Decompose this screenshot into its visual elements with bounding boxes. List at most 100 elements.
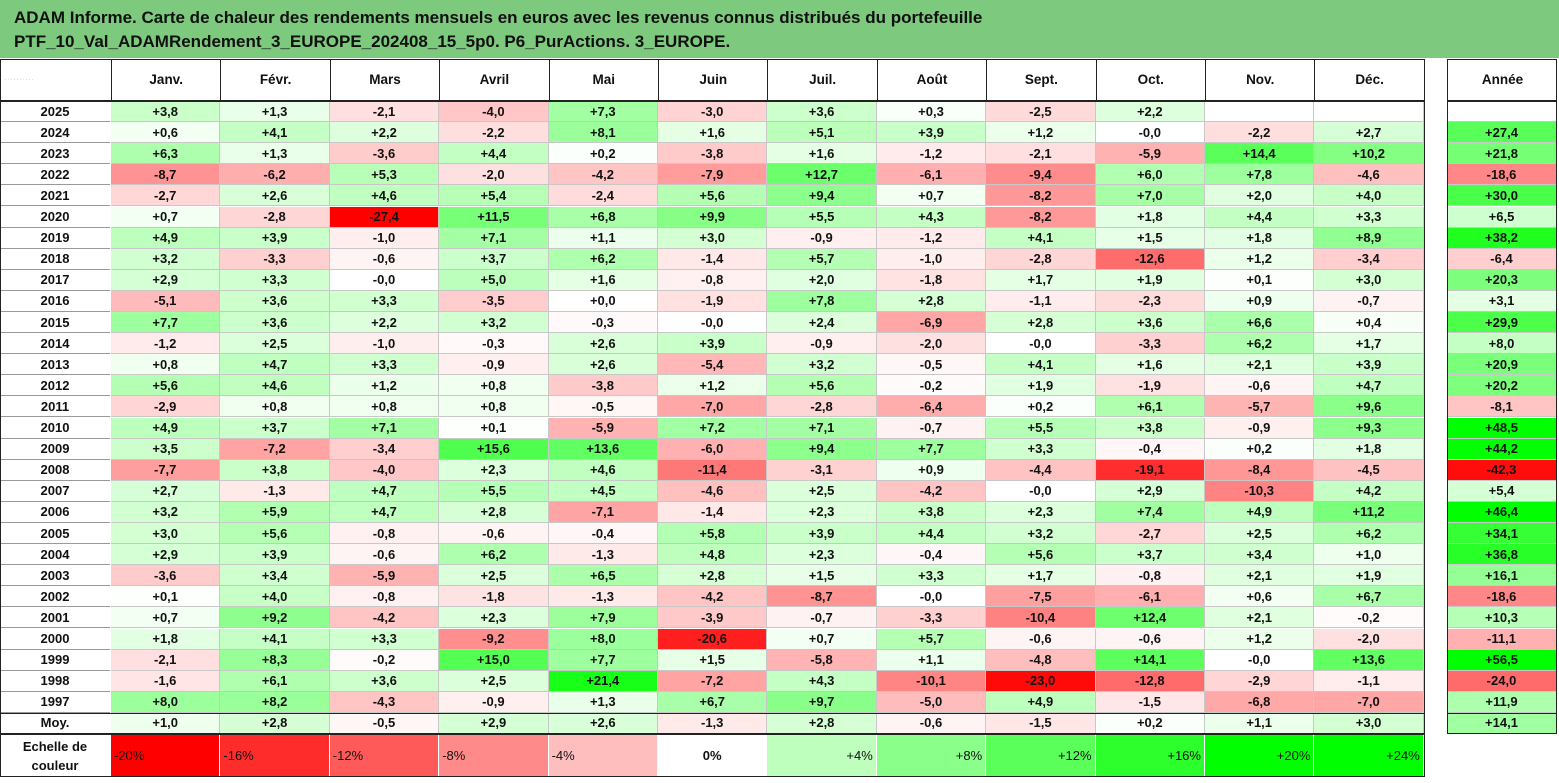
heat-cell: +10,2: [1314, 143, 1424, 165]
heat-cell: -7,9: [658, 164, 768, 186]
heat-cell: -9,2: [439, 628, 549, 650]
heat-cell: -2,5: [986, 101, 1096, 123]
heat-cell: -0,5: [548, 396, 658, 418]
heat-cell: +2,9: [111, 269, 221, 291]
legend-step: -4%: [548, 734, 658, 777]
average-cell: +2,8: [220, 712, 330, 734]
legend-step: -8%: [439, 734, 549, 777]
heat-cell: -8,7: [111, 164, 221, 186]
heat-cell: +7,3: [548, 101, 658, 123]
heat-cell: -7,7: [111, 459, 221, 481]
heat-cell: -0,8: [1095, 565, 1205, 587]
heat-cell: +4,6: [548, 459, 658, 481]
heat-cell: +6,2: [439, 544, 549, 566]
heat-cell: -3,9: [658, 607, 768, 629]
heat-cell: -2,8: [767, 396, 877, 418]
heat-cell: +1,9: [1314, 565, 1424, 587]
heat-cell: +3,9: [767, 523, 877, 545]
heat-cell: +4,7: [329, 501, 440, 523]
heat-cell: -0,0: [876, 586, 987, 608]
heat-cell: -1,9: [658, 290, 768, 312]
heat-cell: +8,0: [548, 628, 658, 650]
heat-cell: +1,7: [986, 269, 1096, 291]
heat-cell: -0,8: [329, 586, 440, 608]
heat-cell: -3,6: [329, 143, 440, 165]
heat-cell: -4,0: [329, 459, 440, 481]
heat-cell: -12,8: [1095, 670, 1205, 692]
heat-cell: -0,3: [439, 333, 549, 355]
column-header: Févr.: [220, 59, 329, 100]
heat-cell: +3,3: [329, 290, 440, 312]
heat-cell: -3,4: [1314, 248, 1424, 270]
heat-cell: -12,6: [1095, 248, 1205, 270]
heat-cell: -4,5: [1314, 459, 1424, 481]
heat-cell: -0,7: [767, 607, 877, 629]
heat-cell: -1,2: [876, 143, 987, 165]
heat-cell: +2,6: [548, 354, 658, 376]
heat-cell: +0,4: [1314, 312, 1424, 334]
heat-cell: -5,7: [1205, 396, 1315, 418]
heat-cell: -8,7: [767, 586, 877, 608]
heat-cell: +4,5: [548, 480, 658, 502]
heat-cell: +1,8: [1095, 206, 1205, 228]
heat-cell: +1,2: [1205, 628, 1315, 650]
heat-cell: +9,3: [1314, 417, 1424, 439]
heat-cell: +3,3: [329, 628, 440, 650]
heat-cell: +1,6: [767, 143, 877, 165]
heat-cell: +5,3: [329, 164, 440, 186]
heat-cell: -1,1: [986, 290, 1096, 312]
heat-cell: +2,0: [767, 269, 877, 291]
heat-cell: +2,1: [1205, 607, 1315, 629]
heat-cell: -0,6: [1205, 375, 1315, 397]
heat-cell: -0,2: [876, 375, 987, 397]
heat-cell: -1,4: [658, 248, 768, 270]
heat-cell: -3,3: [876, 607, 987, 629]
heat-cell: -4,0: [439, 101, 549, 123]
heat-cell: -19,1: [1095, 459, 1205, 481]
year-total-cell: +34,1: [1447, 523, 1557, 545]
average-cell: +1,1: [1205, 712, 1315, 734]
heat-cell: +9,2: [220, 607, 330, 629]
heat-cell: +2,3: [439, 459, 549, 481]
heat-cell: -5,8: [767, 649, 877, 671]
heat-cell: +1,6: [658, 122, 768, 144]
heat-cell: +14,1: [1095, 649, 1205, 671]
heat-cell: -27,4: [329, 206, 440, 228]
column-header: Mai: [548, 59, 658, 100]
heat-cell: -0,8: [658, 269, 768, 291]
heat-cell: +3,6: [1095, 312, 1205, 334]
heat-cell: +3,8: [1095, 417, 1205, 439]
year-total-cell: +44,2: [1447, 438, 1557, 460]
heat-cell: -0,8: [329, 523, 440, 545]
heat-cell: +8,1: [548, 122, 658, 144]
year-total-cell: +48,5: [1447, 417, 1557, 439]
heat-cell: -2,8: [220, 206, 330, 228]
heat-cell: +6,3: [111, 143, 221, 165]
column-header: Août: [876, 59, 986, 100]
heat-cell: -2,0: [439, 164, 549, 186]
heat-cell: -3,8: [548, 375, 658, 397]
year-total-cell: +20,9: [1447, 354, 1557, 376]
average-cell: +2,8: [767, 712, 877, 734]
year-total-cell: -18,6: [1447, 164, 1557, 186]
heat-cell: +2,1: [1205, 354, 1315, 376]
year-row-label: 2020: [0, 207, 110, 228]
heat-cell: -6,1: [1095, 586, 1205, 608]
heat-cell: -7,1: [548, 501, 658, 523]
year-total-cell: +38,2: [1447, 227, 1557, 249]
heat-cell: +7,2: [658, 417, 768, 439]
heat-cell: -1,9: [1095, 375, 1205, 397]
heat-cell: -6,8: [1205, 691, 1315, 713]
heat-cell: -2,2: [439, 122, 549, 144]
column-header: Oct.: [1095, 59, 1205, 100]
year-row-label: 2005: [0, 523, 110, 545]
heat-cell: +5,5: [767, 206, 877, 228]
heat-cell: +12,7: [767, 164, 877, 186]
heat-cell: -5,0: [876, 691, 987, 713]
heat-cell: +8,0: [111, 691, 221, 713]
column-header: Sept.: [986, 59, 1095, 100]
heat-cell: -0,2: [1314, 607, 1424, 629]
heat-cell: +8,9: [1314, 227, 1424, 249]
heat-cell: +2,5: [767, 480, 877, 502]
legend-label: Echelle de couleur: [0, 734, 110, 777]
